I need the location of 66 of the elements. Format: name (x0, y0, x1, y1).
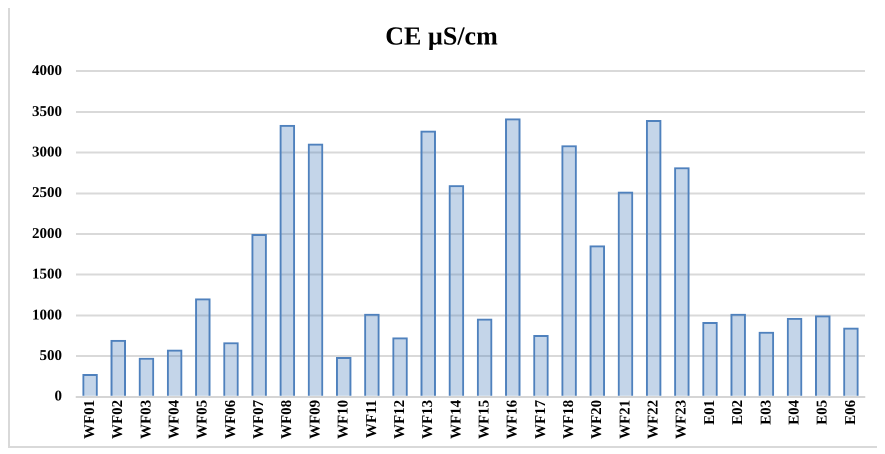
bar (674, 167, 690, 396)
x-tick-label: WF15 (476, 400, 492, 440)
x-tick-label: WF23 (674, 400, 690, 440)
x-tick-label: E05 (814, 400, 831, 425)
bar (420, 130, 436, 396)
x-tick-label: WF05 (194, 400, 211, 440)
bar (786, 318, 802, 396)
x-tick-label: WF18 (561, 400, 577, 440)
x-tick-label: WF07 (251, 399, 268, 440)
x-tick-label: WF02 (110, 400, 126, 440)
x-tick-label: WF03 (138, 400, 154, 440)
x-tick-label: WF12 (392, 400, 408, 440)
bar (814, 315, 830, 396)
bar (195, 298, 211, 396)
y-tick-label: 1500 (32, 266, 62, 283)
x-tick-label: WF11 (364, 400, 380, 438)
bar (646, 120, 662, 396)
bar (166, 350, 182, 396)
x-tick-label: WF06 (222, 399, 239, 440)
y-tick-label: 0 (54, 388, 62, 405)
y-tick-label: 500 (40, 348, 62, 364)
bar (702, 322, 718, 396)
bar (251, 234, 267, 396)
bar (223, 342, 239, 396)
x-tick-label: WF21 (617, 400, 634, 440)
x-tick-label: WF20 (589, 400, 606, 440)
x-tick-label: WF13 (420, 400, 436, 440)
x-tick-label: E01 (702, 400, 718, 425)
y-tick-label: 1000 (32, 307, 62, 324)
bar (476, 318, 492, 396)
x-tick-label: E06 (842, 399, 859, 425)
x-tick-label: WF10 (336, 400, 352, 440)
bar (308, 144, 324, 396)
x-tick-label: WF09 (307, 400, 324, 440)
x-tick-label: WF04 (166, 399, 182, 440)
bar (758, 332, 774, 396)
bar (82, 374, 98, 396)
bar (138, 358, 154, 396)
y-tick-label: 3500 (32, 104, 62, 120)
x-tick-label: E04 (786, 399, 802, 425)
bar (590, 245, 606, 396)
bar (392, 337, 408, 396)
y-tick-label: 3000 (32, 144, 62, 160)
x-tick-label: WF01 (82, 400, 98, 440)
bar (561, 145, 577, 396)
x-tick-label: E03 (758, 400, 774, 425)
x-tick-label: WF14 (448, 399, 464, 440)
bar (336, 356, 352, 396)
bar (505, 118, 521, 396)
x-tick-label: E02 (730, 400, 746, 425)
bar (448, 185, 464, 396)
y-tick-label: 4000 (32, 63, 62, 80)
bar (110, 340, 126, 396)
x-tick-label: WF17 (532, 399, 549, 440)
x-tick-label: WF16 (504, 399, 521, 440)
bar (280, 124, 296, 396)
bar (730, 314, 746, 396)
y-tick-label: 2000 (32, 226, 62, 242)
x-tick-label: WF08 (279, 400, 296, 440)
bar (533, 334, 549, 396)
chart-title: CE µS/cm (385, 21, 498, 50)
bar (364, 314, 380, 396)
y-tick-label: 2500 (32, 185, 62, 202)
bar (843, 328, 859, 396)
bar (618, 192, 634, 396)
x-tick-label: WF22 (646, 400, 662, 440)
